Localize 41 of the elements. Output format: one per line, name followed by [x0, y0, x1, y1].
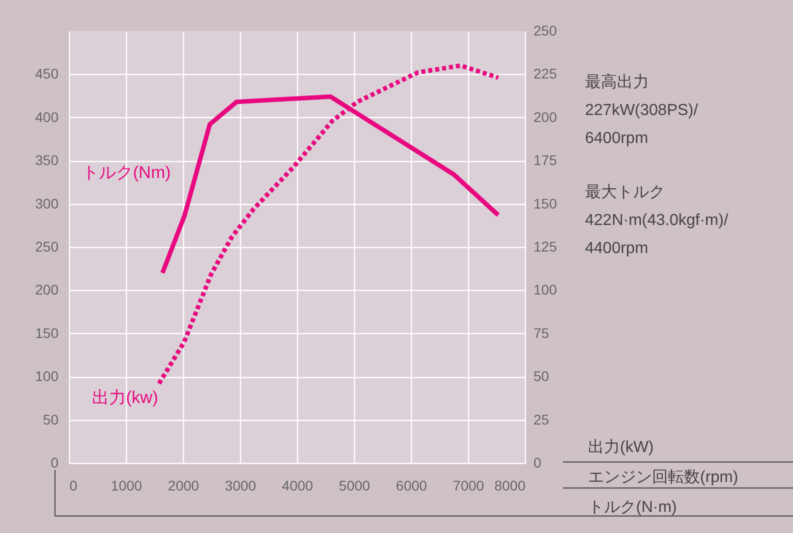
y-tick-label: 300	[35, 195, 59, 212]
x-tick-label: 8000	[494, 478, 526, 494]
x-tick-label: 2000	[168, 478, 200, 494]
x-tick-label: 6000	[396, 478, 428, 494]
y2-tick-label: 75	[534, 324, 550, 341]
x-tick-label: 3000	[224, 478, 256, 494]
y2-tick-label: 25	[534, 411, 550, 428]
x-tick-label: 0	[70, 478, 78, 494]
y2-tick-label: 225	[534, 66, 558, 82]
x-tick-label: 5000	[338, 478, 370, 494]
text: 422N·m(43.0kgf·m)/	[585, 212, 729, 229]
text: 227kW(308PS)/	[585, 102, 698, 119]
x-tick-label: 7000	[452, 478, 484, 494]
text: 6400rpm	[585, 130, 648, 147]
y2-tick-label: 50	[534, 368, 550, 384]
y2-tick-label: 100	[534, 282, 558, 298]
y2-tick-label: 200	[534, 108, 558, 125]
text: 最大トルク	[585, 183, 665, 201]
text: 4400rpm	[585, 240, 648, 257]
y2-tick-label: 175	[534, 152, 558, 168]
y2-tick-label: 150	[534, 195, 558, 212]
y2-tick-label: 0	[534, 454, 542, 470]
y2-tick-label: 125	[534, 238, 558, 254]
y-tick-label: 100	[35, 368, 59, 384]
y-tick-label: 400	[35, 108, 59, 125]
text: 出力(kW)	[588, 438, 654, 456]
series-label: 出力(kw)	[92, 388, 158, 407]
y-tick-label: 0	[50, 454, 59, 470]
y-tick-label: 350	[35, 152, 59, 168]
y-tick-label: 150	[35, 324, 59, 341]
y-tick-label: 450	[35, 66, 59, 82]
y2-tick-label: 250	[534, 22, 558, 38]
text: エンジン回転数(rpm)	[588, 469, 738, 486]
text: トルク(N·m)	[588, 499, 677, 516]
y-tick-label: 250	[35, 238, 59, 254]
x-tick-label: 4000	[282, 478, 314, 494]
y-tick-label: 50	[42, 411, 59, 428]
text: 最高出力	[585, 73, 649, 91]
x-tick-label: 1000	[110, 478, 142, 494]
series-label: トルク(Nm)	[82, 163, 171, 182]
y-tick-label: 200	[35, 282, 59, 298]
